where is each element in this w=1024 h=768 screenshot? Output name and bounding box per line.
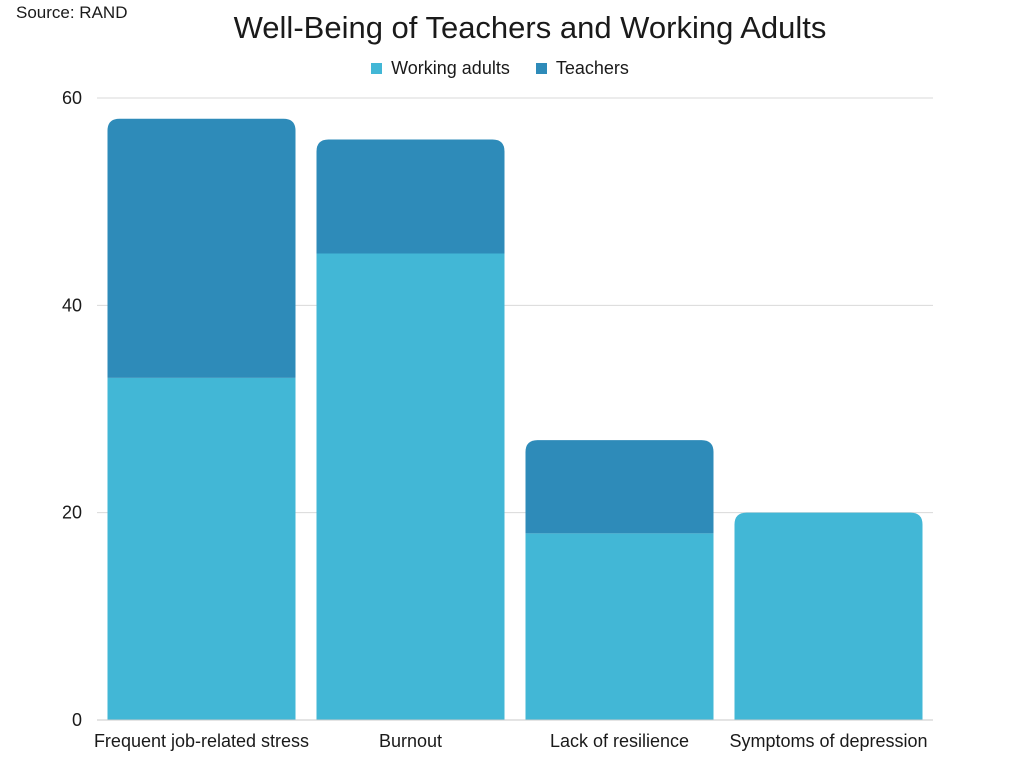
x-category-label: Symptoms of depression (729, 731, 927, 751)
y-tick-label: 60 (62, 88, 82, 108)
bar-teachers (316, 139, 505, 254)
x-category-label: Burnout (379, 731, 442, 751)
y-tick-label: 0 (72, 710, 82, 730)
x-category-label: Lack of resilience (550, 731, 689, 751)
source-note: Source: RAND (16, 3, 128, 22)
bar-working-adults (525, 533, 714, 720)
bar-working-adults (734, 512, 923, 720)
y-tick-label: 40 (62, 295, 82, 315)
legend-item-teachers: Teachers (535, 58, 629, 79)
x-category-label: Frequent job-related stress (94, 731, 309, 751)
legend-item-working-adults: Working adults (371, 58, 510, 79)
legend-swatch-working-adults (371, 63, 383, 74)
legend-label-working-adults: Working adults (391, 58, 510, 78)
y-tick-label: 20 (62, 503, 82, 523)
bar-teachers (107, 118, 296, 378)
legend-label-teachers: Teachers (555, 58, 629, 78)
bar-working-adults (107, 377, 296, 720)
bar-working-adults (316, 253, 505, 720)
chart-title: Well-Being of Teachers and Working Adult… (233, 10, 827, 45)
legend-swatch-teachers (535, 63, 547, 74)
legend: Working adults Teachers (0, 58, 1000, 79)
bar-teachers (525, 440, 714, 534)
